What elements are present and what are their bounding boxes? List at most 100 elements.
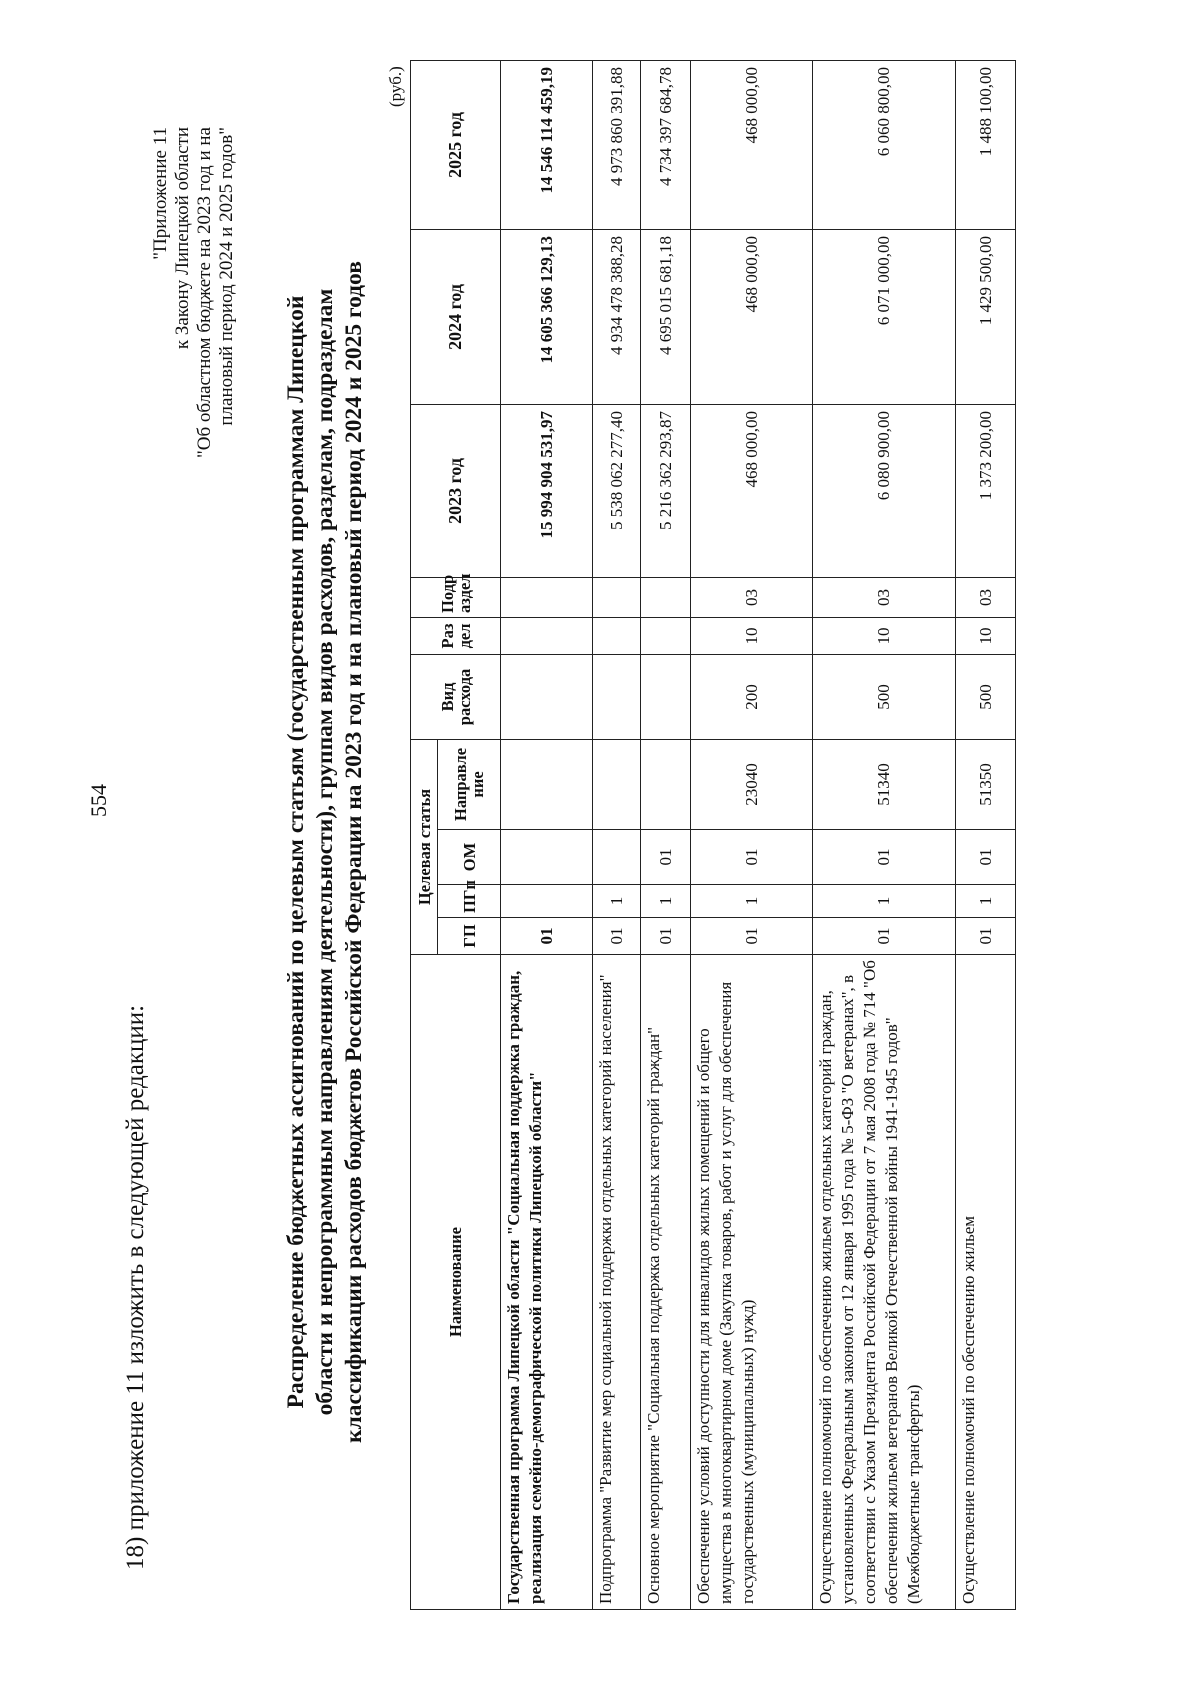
header-subsection: Подр аздел <box>410 573 501 618</box>
cell-vid <box>640 654 691 740</box>
cell-om <box>500 829 593 885</box>
cell-y2024: 4 695 015 681,18 <box>640 229 691 405</box>
appendix-line: плановый период 2024 и 2025 годов" <box>216 127 237 426</box>
cell-razdel <box>500 617 593 655</box>
cell-y2024: 468 000,00 <box>690 229 813 405</box>
cell-pgp <box>500 884 593 918</box>
header-section: Раз дел <box>410 617 501 655</box>
cell-direction: 23040 <box>690 739 813 830</box>
cell-vid <box>592 654 641 740</box>
cell-name: Государственная программа Липецкой облас… <box>500 954 593 1610</box>
header-2025: 2025 год <box>410 60 501 230</box>
cell-pgp: 1 <box>955 884 1016 918</box>
page-number: 554 <box>86 784 111 817</box>
cell-podrazdel: 03 <box>812 577 956 618</box>
cell-pgp: 1 <box>812 884 956 918</box>
header-name: Наименование <box>410 954 501 1610</box>
table-body: Государственная программа Липецкой облас… <box>500 60 1016 1610</box>
cell-y2025: 6 060 800,00 <box>812 60 956 230</box>
header-gp: ГП <box>437 917 501 955</box>
cell-y2024: 6 071 000,00 <box>812 229 956 405</box>
cell-razdel: 10 <box>955 617 1016 655</box>
budget-table-wrapper: Наименование Целевая статья Вид расхода … <box>410 50 1058 1610</box>
table-row: Основное мероприятие "Социальная поддерж… <box>640 60 691 1610</box>
cell-y2024: 14 605 366 129,13 <box>500 229 593 405</box>
cell-gp: 01 <box>500 917 593 955</box>
cell-vid: 500 <box>812 654 956 740</box>
cell-y2023: 15 994 904 531,97 <box>500 404 593 578</box>
cell-pgp: 1 <box>690 884 813 918</box>
cell-y2023: 1 373 200,00 <box>955 404 1016 578</box>
header-target-article: Целевая статья <box>410 739 438 955</box>
title-line: Распределение бюджетных ассигнований по … <box>283 295 309 1409</box>
header-direction: Направле ние <box>437 739 501 830</box>
table-row: Обеспечение условий доступности для инва… <box>690 60 813 1610</box>
cell-razdel <box>640 617 691 655</box>
cell-name: Обеспечение условий доступности для инва… <box>690 954 813 1610</box>
table-row: Осуществление полномочий по обеспечению … <box>955 60 1016 1610</box>
appendix-line: к Закону Липецкой области <box>172 127 193 350</box>
header-expense-type: Вид расхода <box>410 654 501 740</box>
cell-om: 01 <box>812 829 956 885</box>
cell-podrazdel <box>500 577 593 618</box>
cell-pgp: 1 <box>640 884 691 918</box>
cell-y2024: 4 934 478 388,28 <box>592 229 641 405</box>
cell-pgp: 1 <box>592 884 641 918</box>
cell-y2024: 1 429 500,00 <box>955 229 1016 405</box>
cell-vid <box>500 654 593 740</box>
cell-podrazdel <box>592 577 641 618</box>
unit-label: (руб.) <box>386 66 405 107</box>
cell-om: 01 <box>955 829 1016 885</box>
appendix-line: "Приложение 11 <box>150 127 171 260</box>
cell-name: Основное мероприятие "Социальная поддерж… <box>640 954 691 1610</box>
cell-y2023: 5 538 062 277,40 <box>592 404 641 578</box>
appendix-reference: "Приложение 11 к Закону Липецкой области… <box>150 127 238 547</box>
budget-table: Наименование Целевая статья Вид расхода … <box>410 60 1016 1610</box>
cell-direction <box>640 739 691 830</box>
cell-y2025: 4 973 860 391,88 <box>592 60 641 230</box>
cell-razdel <box>592 617 641 655</box>
cell-vid: 200 <box>690 654 813 740</box>
intro-text: 18) приложение 11 изложить в следующей р… <box>122 1004 149 1570</box>
header-om: ОМ <box>437 829 501 885</box>
cell-direction: 51350 <box>955 739 1016 830</box>
cell-name: Осуществление полномочий по обеспечению … <box>812 954 956 1610</box>
cell-vid: 500 <box>955 654 1016 740</box>
cell-y2023: 5 216 362 293,87 <box>640 404 691 578</box>
table-row: Государственная программа Липецкой облас… <box>500 60 593 1610</box>
cell-podrazdel <box>640 577 691 618</box>
cell-gp: 01 <box>592 917 641 955</box>
header-2023: 2023 год <box>410 404 501 578</box>
table-row: Подпрограмма "Развитие мер социальной по… <box>592 60 641 1610</box>
cell-gp: 01 <box>955 917 1016 955</box>
cell-gp: 01 <box>690 917 813 955</box>
cell-om: 01 <box>640 829 691 885</box>
cell-om <box>592 829 641 885</box>
title-line: классификации расходов бюджетов Российск… <box>341 261 367 1443</box>
cell-y2025: 468 000,00 <box>690 60 813 230</box>
cell-y2025: 14 546 114 459,19 <box>500 60 593 230</box>
cell-y2025: 4 734 397 684,78 <box>640 60 691 230</box>
cell-y2023: 468 000,00 <box>690 404 813 578</box>
header-2024: 2024 год <box>410 229 501 405</box>
title-line: области и непрограммным направлениям дея… <box>312 288 338 1416</box>
table-row: Осуществление полномочий по обеспечению … <box>812 60 956 1610</box>
cell-razdel: 10 <box>812 617 956 655</box>
cell-podrazdel: 03 <box>955 577 1016 618</box>
cell-direction: 51340 <box>812 739 956 830</box>
document-title: Распределение бюджетных ассигнований по … <box>282 117 369 1587</box>
header-pgp: ПГп <box>437 880 501 918</box>
cell-gp: 01 <box>812 917 956 955</box>
cell-name: Подпрограмма "Развитие мер социальной по… <box>592 954 641 1610</box>
appendix-line: "Об областном бюджете на 2023 год и на <box>194 127 215 458</box>
cell-gp: 01 <box>640 917 691 955</box>
cell-direction <box>592 739 641 830</box>
cell-y2023: 6 080 900,00 <box>812 404 956 578</box>
cell-razdel: 10 <box>690 617 813 655</box>
cell-om: 01 <box>690 829 813 885</box>
cell-name: Осуществление полномочий по обеспечению … <box>955 954 1016 1610</box>
cell-direction <box>500 739 593 830</box>
cell-y2025: 1 488 100,00 <box>955 60 1016 230</box>
cell-podrazdel: 03 <box>690 577 813 618</box>
